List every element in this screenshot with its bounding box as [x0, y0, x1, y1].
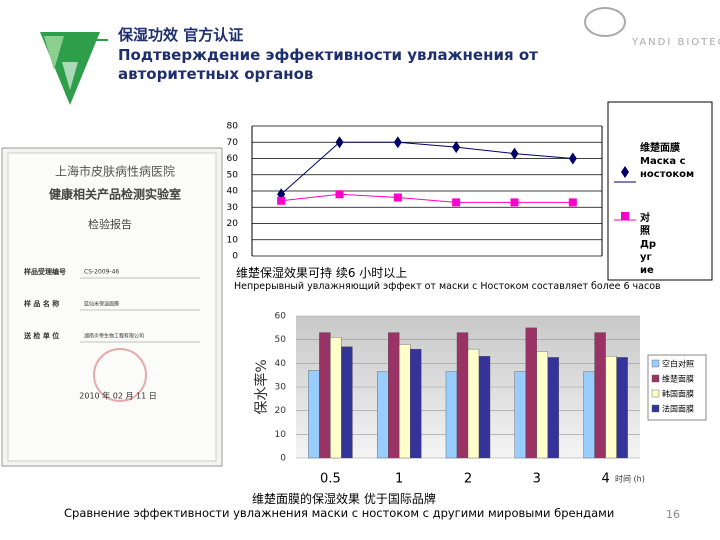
y-tick-label: 10: [227, 235, 239, 245]
line-marker: [510, 147, 519, 160]
report-field-label: 送 检 单 位: [23, 331, 59, 340]
x-tick-label: 0.5: [320, 472, 341, 487]
y-tick-label: 50: [275, 335, 287, 345]
bar: [410, 348, 422, 459]
legend-label: 对照 Другие: [640, 213, 657, 276]
logo-triangle: [62, 62, 78, 90]
legend-label: 维楚面膜: [662, 374, 694, 384]
y-tick-label: 40: [275, 359, 287, 369]
line-legend-box: [607, 101, 713, 281]
x-tick-label: 2: [464, 472, 472, 487]
report-date: 2010 年 02 月 11 日: [79, 391, 156, 401]
legend-swatch: [651, 389, 660, 398]
bar: [341, 346, 353, 459]
line-marker: [393, 193, 402, 202]
bar: [445, 371, 458, 459]
x-tick-label: 4: [601, 472, 609, 487]
line-marker: [568, 152, 577, 165]
caption-translation: Сравнение эффективности увлажнения маски…: [64, 506, 615, 520]
y-tick-label: 10: [275, 430, 287, 440]
page-number: 16: [666, 508, 680, 521]
bar: [456, 332, 469, 459]
report-field-label: 样品受理编号: [24, 267, 66, 276]
bar: [308, 370, 320, 459]
bar: [387, 332, 400, 459]
caption-translation: Непрерывный увлажняющий эффект от маски …: [234, 281, 661, 292]
legend-swatch: [651, 359, 660, 368]
caption: 维楚面膜的保湿效果 优于国际品牌: [252, 492, 436, 506]
bar: [376, 371, 389, 459]
legend-swatch: [651, 404, 660, 413]
report-hospital: 上海市皮肤病性病医院: [55, 164, 175, 179]
y-tick-label: 20: [227, 219, 239, 229]
y-tick-label: 50: [227, 170, 239, 180]
title: 保湿功效 官方认证: [118, 26, 244, 44]
report-lab: 健康相关产品检测实验室: [49, 187, 181, 202]
y-tick-label: 60: [275, 312, 287, 322]
report-field-label: 样 品 名 称: [24, 299, 59, 308]
line-marker: [335, 136, 344, 149]
y-tick-label: 0: [280, 454, 286, 464]
y-tick-label: 40: [227, 187, 239, 197]
bar: [514, 371, 526, 459]
bar: [594, 332, 606, 459]
y-tick-label: 0: [232, 252, 238, 262]
y-tick-label: 60: [227, 154, 239, 164]
bar: [525, 327, 537, 459]
bar: [583, 371, 595, 459]
y-tick-label: 30: [227, 203, 239, 213]
y-tick-label: 80: [227, 122, 239, 132]
bar: [399, 344, 411, 459]
line-marker: [452, 198, 461, 207]
bar: [605, 356, 617, 459]
line-marker: [335, 190, 344, 199]
report-field-value: 湖南炎帝生物工程有限公司: [84, 333, 144, 340]
series-line: [280, 141, 573, 195]
x-axis-label: 时间 (h): [615, 474, 645, 484]
y-tick-label: 20: [275, 406, 287, 416]
legend-swatch: [621, 212, 629, 220]
report-stamp: [93, 348, 147, 402]
bar: [330, 337, 342, 459]
line-marker: [510, 198, 519, 207]
bar: [319, 332, 331, 459]
bar: [616, 357, 628, 459]
subtitle: Подтверждение эффективности увлажнения о…: [118, 46, 538, 83]
logo-triangle: [44, 36, 64, 70]
line-marker: [277, 196, 286, 205]
legend-swatch: [651, 374, 660, 383]
line-marker: [393, 136, 402, 149]
line-marker: [568, 198, 577, 207]
y-tick-label: 70: [227, 138, 239, 148]
report-field-value: CS-2009-46: [84, 269, 119, 276]
bar: [467, 348, 480, 459]
legend-swatch: [621, 166, 629, 178]
legend-label: 韩国面膜: [662, 389, 694, 399]
legend-label: 维楚面膜 Маска с ностоком: [640, 143, 695, 180]
legend-label: 法国面膜: [662, 404, 694, 414]
report-doc-title: 检验报告: [88, 217, 132, 231]
series-line: [281, 193, 573, 203]
company-logo-text: YANDI BIOTECH: [631, 37, 720, 48]
report-page: [7, 152, 217, 462]
line-marker: [452, 141, 461, 154]
y-axis-label: 保水率%: [253, 359, 270, 414]
legend-label: 空白对照: [662, 359, 694, 369]
bar: [547, 357, 560, 459]
y-tick-label: 30: [275, 383, 287, 393]
x-tick-label: 3: [533, 472, 541, 487]
bar: [536, 351, 549, 459]
report-field-value: 蓝仙米保湿面膜: [84, 301, 119, 308]
bar: [478, 356, 491, 459]
company-logo-mark: [584, 7, 626, 37]
x-tick-label: 1: [395, 472, 403, 487]
caption: 维楚保湿效果可持 续6 小时以上: [236, 266, 408, 280]
